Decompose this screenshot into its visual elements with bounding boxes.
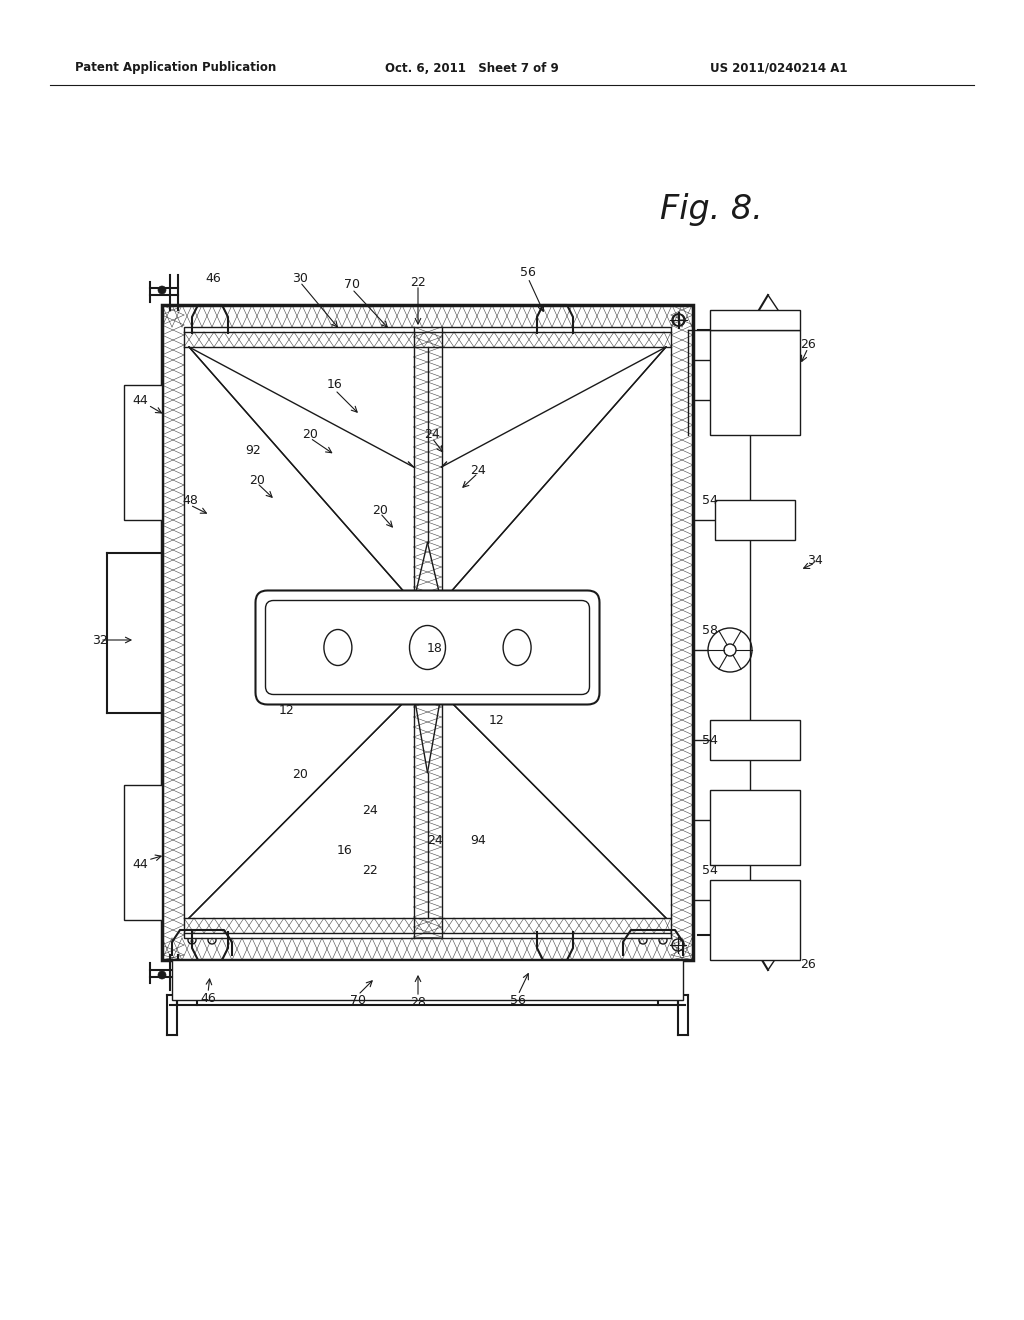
Text: 20: 20 — [302, 429, 317, 441]
Text: 18: 18 — [427, 642, 443, 655]
Text: Fig. 8.: Fig. 8. — [660, 194, 763, 227]
Bar — [710, 719, 800, 760]
Text: 22: 22 — [362, 863, 378, 876]
Text: 12: 12 — [489, 714, 505, 726]
Text: 24: 24 — [362, 804, 378, 817]
Circle shape — [158, 286, 166, 294]
Bar — [710, 789, 800, 865]
Text: 12: 12 — [280, 704, 295, 717]
Text: 20: 20 — [292, 768, 308, 781]
FancyBboxPatch shape — [256, 590, 599, 705]
Text: 20: 20 — [249, 474, 265, 487]
Text: 54: 54 — [702, 863, 718, 876]
Text: 16: 16 — [337, 843, 353, 857]
Bar — [715, 500, 795, 540]
Text: 70: 70 — [350, 994, 366, 1006]
Text: 56: 56 — [520, 267, 536, 280]
Text: 56: 56 — [510, 994, 526, 1006]
Text: 44: 44 — [132, 858, 148, 871]
Text: 58: 58 — [702, 623, 718, 636]
Text: 26: 26 — [800, 338, 816, 351]
Bar — [172, 960, 683, 1001]
Text: 24: 24 — [470, 463, 485, 477]
Text: Patent Application Publication: Patent Application Publication — [75, 62, 276, 74]
Text: 30: 30 — [292, 272, 308, 285]
Text: 26: 26 — [800, 958, 816, 972]
Text: 24: 24 — [427, 833, 442, 846]
Text: 28: 28 — [410, 995, 426, 1008]
Circle shape — [158, 972, 166, 979]
Text: 34: 34 — [807, 553, 823, 566]
Text: 20: 20 — [372, 503, 388, 516]
FancyBboxPatch shape — [265, 601, 590, 694]
Text: 92: 92 — [245, 444, 261, 457]
Text: 48: 48 — [182, 494, 198, 507]
Bar — [162, 305, 693, 960]
Text: 70: 70 — [344, 279, 360, 292]
Text: 44: 44 — [132, 393, 148, 407]
Text: US 2011/0240214 A1: US 2011/0240214 A1 — [710, 62, 848, 74]
Text: 32: 32 — [92, 634, 108, 647]
Text: 54: 54 — [702, 734, 718, 747]
Text: 24: 24 — [424, 429, 440, 441]
Bar — [184, 327, 671, 939]
Text: Oct. 6, 2011   Sheet 7 of 9: Oct. 6, 2011 Sheet 7 of 9 — [385, 62, 559, 74]
Text: 22: 22 — [411, 276, 426, 289]
Bar — [710, 880, 800, 960]
Bar — [710, 330, 800, 436]
Text: 94: 94 — [470, 833, 485, 846]
Bar — [124, 785, 162, 920]
Text: 16: 16 — [327, 379, 343, 392]
Bar — [710, 310, 800, 330]
Text: 46: 46 — [200, 991, 216, 1005]
Text: 46: 46 — [205, 272, 221, 285]
Text: 54: 54 — [702, 494, 718, 507]
Bar — [124, 385, 162, 520]
